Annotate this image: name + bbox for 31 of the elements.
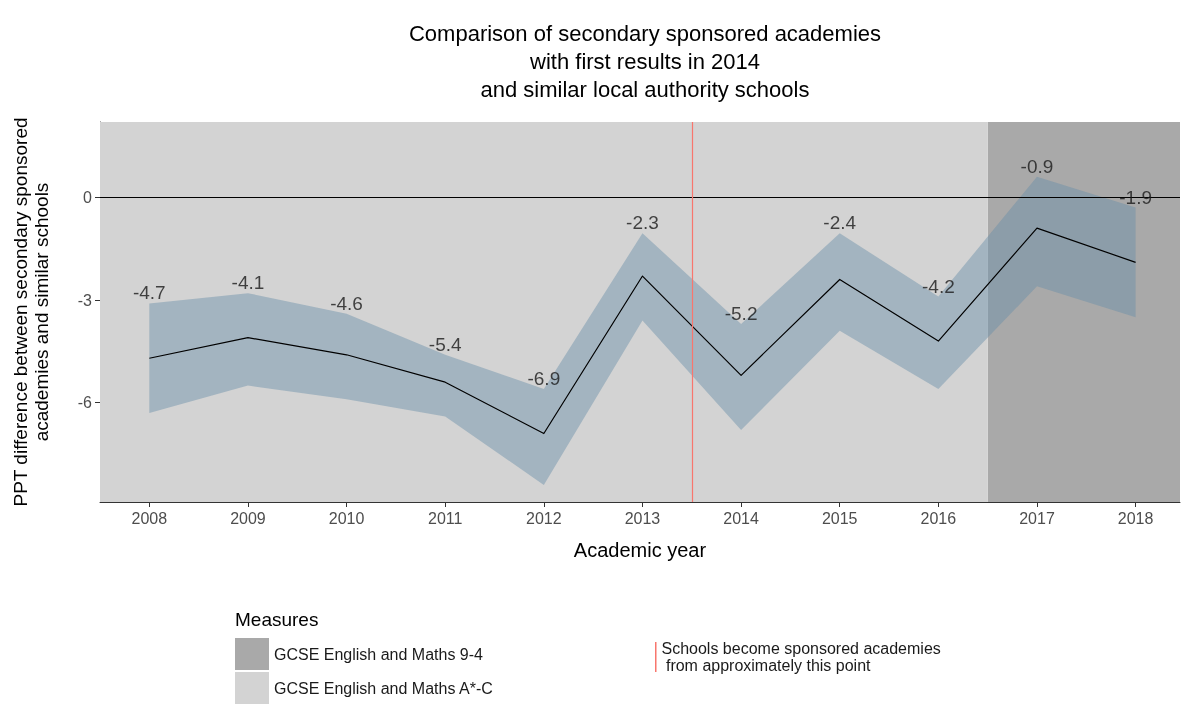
x-tick-label: 2015: [821, 509, 858, 527]
data-label: -6.9: [527, 368, 561, 390]
data-label: -2.4: [823, 212, 857, 234]
x-axis-title: Academic year: [573, 539, 707, 561]
data-label: -4.2: [921, 275, 955, 297]
y-tick-label: 0: [83, 188, 93, 206]
data-label: -5.2: [724, 302, 758, 324]
y-axis-title: PPT difference between secondary sponsored academies and similar schools: [10, 117, 52, 507]
data-label: -2.3: [626, 212, 659, 234]
data-label: -4.6: [330, 292, 363, 314]
legend-label: Schools become sponsored academies from approximately this point: [661, 640, 941, 674]
x-tick-label: 2011: [428, 509, 463, 527]
x-tick-label: 2009: [230, 509, 266, 527]
legend-label: GCSE English and Maths A*-C: [274, 679, 493, 697]
legend-label: GCSE English and Maths 9-4: [274, 645, 484, 663]
x-tick-label: 2014: [723, 509, 759, 527]
x-tick-label: 2008: [131, 509, 168, 527]
data-label: -4.7: [132, 282, 166, 304]
x-tick-label: 2010: [328, 509, 365, 527]
x-tick-label: 2017: [1019, 509, 1055, 527]
x-tick-label: 2018: [1117, 509, 1154, 527]
y-tick-label: -6: [77, 394, 93, 412]
data-label: -0.9: [1020, 155, 1054, 177]
legend-title: Measures: [235, 609, 319, 630]
x-tick-label: 2016: [920, 509, 957, 527]
x-tick-label: 2013: [624, 509, 661, 527]
data-label: -5.4: [428, 333, 462, 355]
chart-title: Comparison of secondary sponsored academies with first results in 2014 and similar local authority schools: [408, 20, 882, 102]
x-tick-label: 2012: [526, 509, 562, 527]
data-label: -4.1: [231, 272, 265, 294]
y-tick-label: -3: [77, 291, 93, 309]
